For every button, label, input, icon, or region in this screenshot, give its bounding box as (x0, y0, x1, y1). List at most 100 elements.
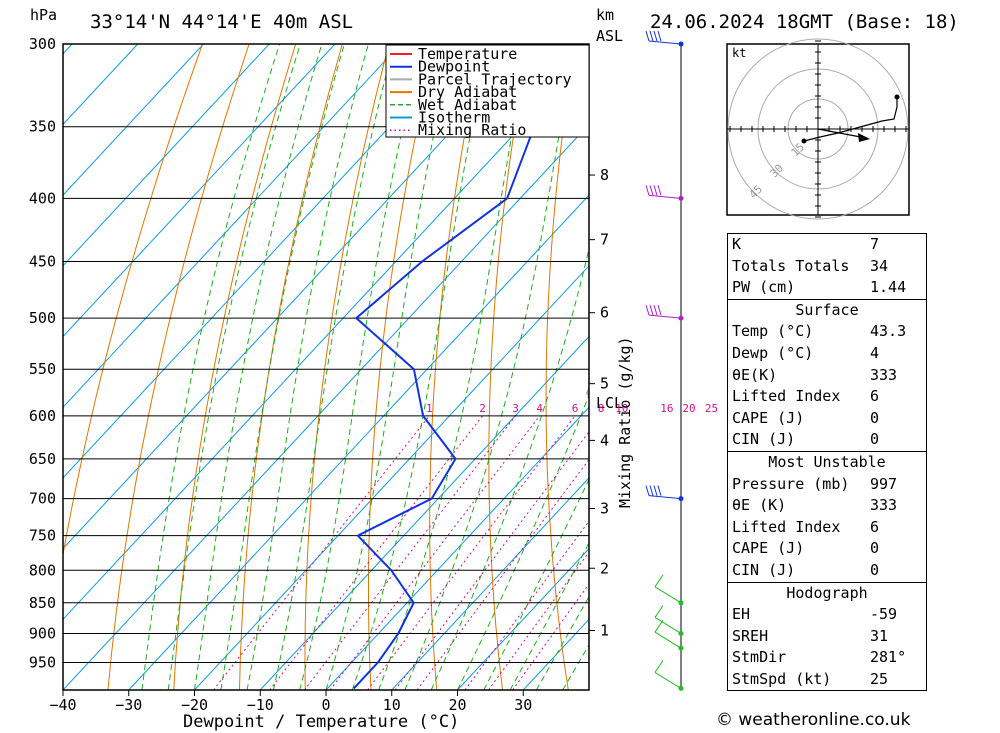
isotherm-line (325, 406, 589, 690)
wind-barb-tick (649, 485, 654, 496)
mixing-ratio-label: 6 (572, 402, 579, 415)
mixing-ratio-line (394, 431, 589, 690)
pressure-tick-label: 900 (29, 624, 56, 642)
isotherm-line (63, 44, 336, 338)
surface-cape-row: CAPE (J) 0 (732, 408, 880, 427)
sreh-row: SREH 31 (732, 626, 889, 645)
pressure-tick-label: 400 (29, 189, 56, 207)
mixing-ratio-axis-label: Mixing Ratio (g/kg) (616, 336, 634, 508)
dry-adiabat-line (63, 44, 204, 557)
wind-barb-shaft (648, 40, 682, 45)
wet-adiabat-line (404, 44, 576, 690)
wind-barb-tick (649, 304, 654, 316)
chart-grid (0, 26, 1000, 690)
legend-label: Wet Adiabat (418, 96, 517, 114)
wind-barb-shaft (648, 495, 682, 500)
totals-totals-row: Totals Totals 34 (732, 256, 889, 275)
pressure-tick-label: 300 (29, 35, 56, 53)
hodograph-stats-title: Hodograph (786, 583, 868, 602)
datetime-title: 24.06.2024 18GMT (Base: 18) (650, 11, 959, 33)
mixing-ratio-label: 16 (660, 402, 673, 415)
km-tick-label: 7 (600, 231, 609, 249)
location-title: 33°14'N 44°14'E 40m ASL (90, 11, 353, 33)
wind-barb-shaft (648, 194, 682, 199)
mixing-ratio-line (213, 415, 430, 690)
isotherm-line (128, 194, 589, 690)
dry-adiabat-line (368, 44, 437, 690)
mu-li-row: Lifted Index 6 (732, 517, 880, 536)
mixing-ratio-line (269, 415, 483, 690)
wet-adiabat-line (325, 44, 454, 690)
surface-dewp-row: Dewp (°C) 4 (732, 343, 880, 362)
km-tick-label: 2 (600, 559, 609, 577)
wind-barb (645, 185, 682, 199)
plot-frame (62, 43, 590, 691)
most-unstable-section: Most Unstable Pressure (mb) 997 θE (K) 333… (728, 450, 926, 582)
wind-barb (654, 574, 682, 604)
legend-label: Dry Adiabat (418, 83, 517, 101)
credit-link[interactable]: © weatheronline.co.uk (716, 710, 911, 730)
wind-barb-tick (649, 30, 654, 42)
x-tick-label: 10 (383, 696, 401, 714)
pressure-tick-label: 700 (29, 490, 56, 508)
km-tick-label: 3 (600, 499, 609, 517)
isotherm-line (63, 44, 533, 550)
dry-adiabat-line (488, 44, 530, 690)
x-tick-label: 0 (321, 696, 330, 714)
hodograph-stats-section: Hodograph EH -59 SREH 31 StmDir 281° StmSpd… (728, 581, 926, 691)
wind-barb-tick (654, 660, 664, 673)
isotherm-line (63, 52, 589, 621)
isotherm-line (457, 547, 589, 690)
mixing-ratio-line (304, 415, 516, 690)
wind-barb-shaft (654, 631, 682, 649)
legend-label: Dewpoint (418, 58, 490, 76)
dry-adiabat-line (173, 44, 297, 690)
wind-barb (654, 660, 682, 689)
wind-barb-shaft (654, 586, 682, 604)
pressure-tick-label: 500 (29, 309, 56, 327)
wet-adiabat-line (194, 44, 323, 690)
mu-cin-row: CIN (J) 0 (732, 560, 880, 579)
wind-barb-tick (657, 485, 662, 496)
wind-barb (645, 30, 682, 45)
dry-adiabat-line (948, 26, 1000, 690)
wind-barb (645, 304, 682, 319)
mixing-ratio-label: 4 (536, 402, 543, 415)
x-tick-label: 30 (514, 696, 532, 714)
mixing-ratio-line (367, 415, 576, 690)
mixing-ratio-label: 10 (615, 402, 628, 415)
wet-adiabat-line (167, 44, 301, 690)
wet-adiabat-line (457, 393, 589, 690)
hodograph-trace (803, 97, 898, 142)
wind-barb-tick (654, 574, 664, 588)
isotherm-line (194, 265, 589, 690)
isotherm-line (63, 44, 204, 196)
pressure-unit-label: hPa (30, 6, 57, 24)
mixing-ratio-line (416, 458, 589, 690)
pressure-tick-label: 850 (29, 594, 56, 612)
isotherm-line (63, 44, 270, 267)
x-tick-label: 20 (448, 696, 466, 714)
pressure-tick-label: 950 (29, 653, 56, 671)
wet-adiabat-line (351, 44, 490, 690)
wind-barb-shaft (648, 314, 682, 319)
pressure-tick-label: 650 (29, 450, 56, 468)
chart-axes: 3003504004505005506006507007508008509009… (29, 35, 718, 714)
wet-adiabat-line (272, 44, 395, 690)
x-axis-label: Dewpoint / Temperature (°C) (183, 712, 459, 732)
wind-barb (654, 619, 682, 649)
chart-series (353, 44, 589, 690)
isotherm-line (63, 44, 467, 479)
wind-barb-tick (657, 185, 662, 196)
isotherm-line (259, 335, 589, 690)
wet-adiabat-line (246, 44, 369, 690)
wind-barb-tick (654, 619, 664, 633)
wind-barb (645, 485, 682, 500)
x-tick-label: −40 (49, 696, 76, 714)
isotherm-line (63, 44, 139, 126)
isotherm-line (0, 44, 6, 690)
